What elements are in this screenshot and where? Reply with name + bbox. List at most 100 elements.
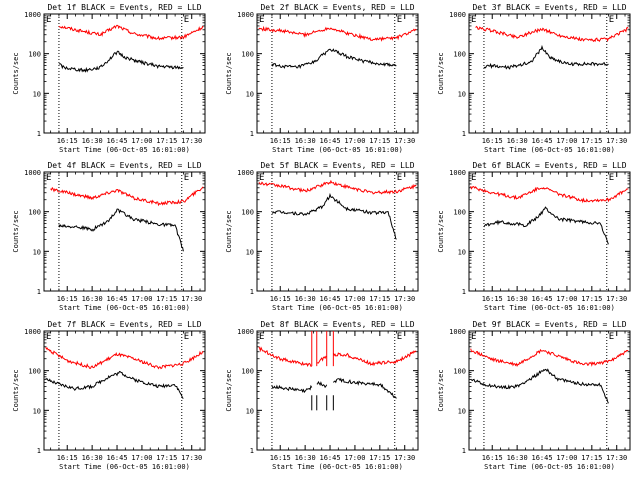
- y-tick-label: 1: [250, 130, 254, 138]
- detector-panel: Det 2f BLACK = Events, RED = LLD 1 10 100 10…: [225, 3, 419, 154]
- marker-label: E: [609, 332, 614, 342]
- events-series-line: [271, 384, 313, 394]
- plot-frame: [468, 171, 631, 292]
- x-tick-label: 16:30: [507, 295, 528, 303]
- plot-frame: [43, 330, 206, 451]
- x-tick-label: 16:30: [507, 137, 528, 145]
- x-tick-label: 16:15: [57, 454, 78, 462]
- x-tick-label: 16:30: [82, 454, 103, 462]
- marker-label: E: [397, 173, 402, 183]
- marker-label: E: [46, 332, 51, 342]
- y-axis-label: Counts/sec: [12, 210, 20, 252]
- x-tick-label: 16:30: [507, 454, 528, 462]
- x-axis-label: Start Time (06-Oct-05 16:01:00): [484, 146, 615, 154]
- y-tick-label: 10: [246, 248, 254, 256]
- panel-title: Det 6f BLACK = Events, RED = LLD: [472, 161, 626, 170]
- x-tick-label: 17:15: [156, 454, 177, 462]
- detector-panel: Det 9f BLACK = Events, RED = LLD 1 10 100 10…: [437, 320, 631, 471]
- x-axis-label: Start Time (06-Oct-05 16:01:00): [59, 463, 190, 471]
- x-axis-label: Start Time (06-Oct-05 16:01:00): [272, 146, 403, 154]
- x-axis-label: Start Time (06-Oct-05 16:01:00): [59, 304, 190, 312]
- lld-series-line: [470, 348, 629, 367]
- x-tick-label: 16:45: [319, 454, 340, 462]
- y-tick-label: 1: [462, 288, 466, 296]
- x-tick-label: 17:15: [369, 137, 390, 145]
- x-tick-label: 17:15: [369, 295, 390, 303]
- events-series-line: [316, 380, 328, 389]
- y-tick-label: 1000: [237, 11, 254, 19]
- x-axis-label: Start Time (06-Oct-05 16:01:00): [272, 463, 403, 471]
- events-series-line: [470, 368, 609, 404]
- x-tick-label: 17:30: [394, 295, 415, 303]
- x-tick-label: 16:45: [106, 137, 127, 145]
- x-axis-label: Start Time (06-Oct-05 16:01:00): [59, 146, 190, 154]
- x-tick-label: 17:30: [181, 454, 202, 462]
- x-tick-label: 17:30: [394, 137, 415, 145]
- detector-panel: Det 5f BLACK = Events, RED = LLD 1 10 100 10…: [225, 161, 419, 312]
- marker-label: E: [184, 332, 189, 342]
- x-axis-label: Start Time (06-Oct-05 16:01:00): [272, 304, 403, 312]
- marker-label: E: [46, 15, 51, 25]
- marker-label: E: [471, 173, 476, 183]
- marker-label: E: [259, 173, 264, 183]
- marker-label: E: [259, 332, 264, 342]
- lld-series-line: [50, 186, 204, 207]
- plot-frame: [468, 330, 631, 451]
- lld-series-line: [45, 346, 204, 370]
- panel-title: Det 1f BLACK = Events, RED = LLD: [47, 3, 201, 12]
- y-tick-label: 100: [28, 368, 41, 376]
- x-tick-label: 17:15: [156, 295, 177, 303]
- x-tick-label: 16:45: [106, 454, 127, 462]
- x-tick-label: 17:00: [556, 295, 577, 303]
- x-tick-label: 16:45: [531, 295, 552, 303]
- y-tick-label: 1: [37, 288, 41, 296]
- x-tick-label: 16:15: [57, 295, 78, 303]
- x-tick-label: 16:45: [531, 137, 552, 145]
- x-axis-label: Start Time (06-Oct-05 16:01:00): [484, 463, 615, 471]
- marker-label: E: [397, 15, 402, 25]
- x-axis-label: Start Time (06-Oct-05 16:01:00): [484, 304, 615, 312]
- y-axis-label: Counts/sec: [437, 52, 445, 94]
- lld-series-line: [316, 355, 328, 364]
- x-tick-label: 17:00: [556, 137, 577, 145]
- x-tick-label: 16:45: [319, 295, 340, 303]
- x-tick-label: 17:00: [344, 137, 365, 145]
- x-tick-label: 16:30: [295, 454, 316, 462]
- y-tick-label: 100: [453, 51, 466, 59]
- x-tick-label: 17:00: [131, 454, 152, 462]
- detector-panel: Det 6f BLACK = Events, RED = LLD 1 10 100 10…: [437, 161, 631, 312]
- x-tick-label: 17:00: [344, 295, 365, 303]
- events-series-line: [483, 44, 609, 70]
- y-tick-label: 100: [241, 209, 254, 217]
- x-tick-label: 17:30: [181, 295, 202, 303]
- x-tick-label: 16:15: [270, 454, 291, 462]
- y-tick-label: 1000: [449, 328, 466, 336]
- x-tick-label: 17:00: [131, 137, 152, 145]
- y-axis-label: Counts/sec: [12, 369, 20, 411]
- marker-label: E: [471, 332, 476, 342]
- y-tick-label: 1000: [449, 11, 466, 19]
- marker-label: E: [397, 332, 402, 342]
- y-tick-label: 10: [246, 407, 254, 415]
- events-series-line: [45, 370, 184, 399]
- detector-panel: Det 8f BLACK = Events, RED = LLD 1 10 100 10…: [225, 320, 419, 471]
- x-tick-label: 17:00: [131, 295, 152, 303]
- detector-panel: Det 3f BLACK = Events, RED = LLD 1 10 100 10…: [437, 3, 631, 154]
- marker-label: E: [259, 15, 264, 25]
- y-tick-label: 100: [241, 51, 254, 59]
- x-tick-label: 17:30: [394, 454, 415, 462]
- plot-frame: [256, 330, 419, 451]
- y-tick-label: 1000: [237, 328, 254, 336]
- x-tick-label: 17:15: [369, 454, 390, 462]
- lld-series-line: [258, 346, 312, 368]
- panel-title: Det 3f BLACK = Events, RED = LLD: [472, 3, 626, 12]
- events-series-line: [58, 208, 184, 252]
- lld-series-line: [258, 179, 417, 195]
- lld-series-line: [258, 25, 417, 42]
- y-axis-label: Counts/sec: [12, 52, 20, 94]
- x-tick-label: 16:30: [295, 295, 316, 303]
- panel-title: Det 8f BLACK = Events, RED = LLD: [260, 320, 414, 329]
- y-tick-label: 100: [453, 368, 466, 376]
